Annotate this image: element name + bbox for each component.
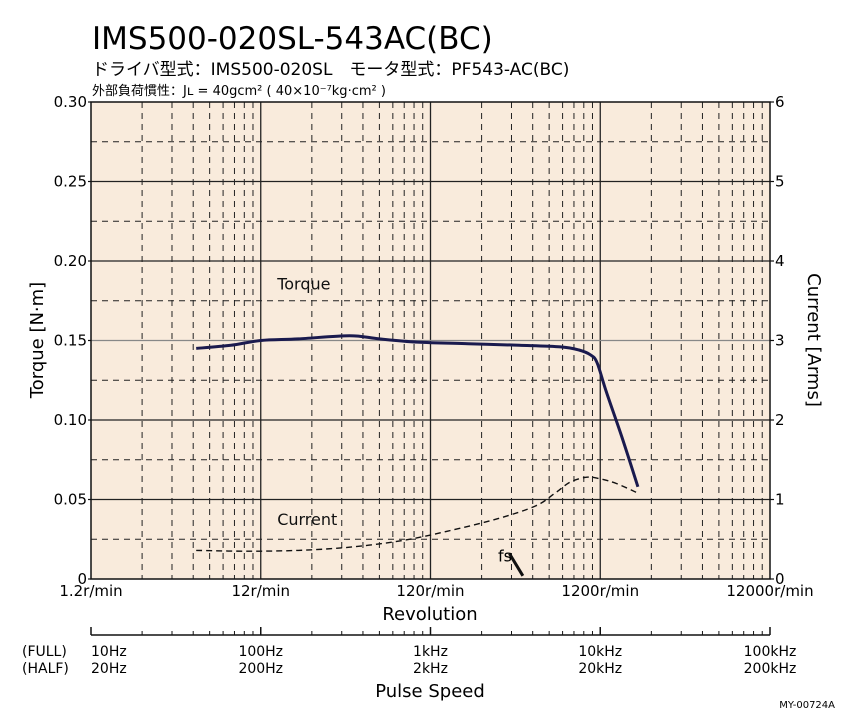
pulse-full-tick-label: 100kHz <box>744 644 797 660</box>
pulse-full-tick-label: 1kHz <box>413 644 448 660</box>
x-ticks: 1.2r/min 12r/min 120r/min 1200r/min 12000r/m… <box>59 582 813 600</box>
y-left-tick-label: 0.20 <box>54 252 87 270</box>
pulse-full-tick-label: 10Hz <box>91 644 127 660</box>
y-left-label: Torque [N·m] <box>27 282 48 399</box>
series-current-label: Current <box>277 510 337 529</box>
y-right-tick-label: 6 <box>775 93 785 111</box>
x-tick-label: 1.2r/min <box>59 582 122 600</box>
y-right-tick-label: 4 <box>775 252 785 270</box>
pulse-full-tick-label: 100Hz <box>238 644 283 660</box>
series-torque-label: Torque <box>276 275 330 294</box>
y-right-tick-label: 5 <box>775 173 785 191</box>
y-left-tick-label: 0.05 <box>54 491 87 509</box>
x2-label: Pulse Speed <box>375 681 485 702</box>
pulse-full-label: (FULL) <box>22 644 67 660</box>
y-right-tick-label: 0 <box>775 570 785 588</box>
chart-title: IMS500-020SL-543AC(BC) <box>92 21 493 57</box>
x-tick-label: 120r/min <box>396 582 464 600</box>
y-left-tick-label: 0.10 <box>54 411 87 429</box>
pulse-half-tick-label: 20Hz <box>91 661 127 677</box>
figure-code: MY-00724A <box>779 700 835 711</box>
y-left-ticks: 0 0.05 0.10 0.15 0.20 0.25 0.30 <box>54 93 91 588</box>
pulse-full-tick-label: 10kHz <box>578 644 622 660</box>
fs-line <box>508 552 525 577</box>
y-right-tick-label: 2 <box>775 411 785 429</box>
pulse-half-tick-label: 2kHz <box>413 661 448 677</box>
chart-subtitle: ドライバ型式：IMS500-020SL モータ型式：PF543-AC(BC) <box>92 60 569 80</box>
y-left-tick-label: 0 <box>77 570 87 588</box>
y-right-tick-label: 1 <box>775 491 785 509</box>
grid <box>91 102 770 579</box>
annotation-fs: fs <box>498 547 512 566</box>
series-layer: Torque Current fs <box>196 275 640 577</box>
y-right-label: Current [Arms] <box>803 273 824 407</box>
y-left-tick-label: 0.30 <box>54 93 87 111</box>
pulse-half-tick-label: 20kHz <box>578 661 622 677</box>
y-left-tick-label: 0.15 <box>54 332 87 350</box>
y-right-tick-label: 3 <box>775 332 785 350</box>
series-torque-line <box>196 334 640 488</box>
y-right-ticks: 0 1 2 3 4 5 6 <box>770 93 785 588</box>
pulse-half-label: (HALF) <box>22 661 69 677</box>
x-tick-label: 12r/min <box>231 582 290 600</box>
x-tick-label: 1200r/min <box>561 582 639 600</box>
pulse-half-tick-label: 200kHz <box>744 661 797 677</box>
x-tick-label: 12000r/min <box>726 582 813 600</box>
y-left-tick-label: 0.25 <box>54 173 87 191</box>
pulse-half-tick-label: 200Hz <box>238 661 283 677</box>
x-label: Revolution <box>382 604 477 625</box>
chart-subtitle-inertia: 外部負荷慣性：Jʟ = 40gcm² ( 40×10⁻⁷kg·cm² ) <box>92 83 386 99</box>
